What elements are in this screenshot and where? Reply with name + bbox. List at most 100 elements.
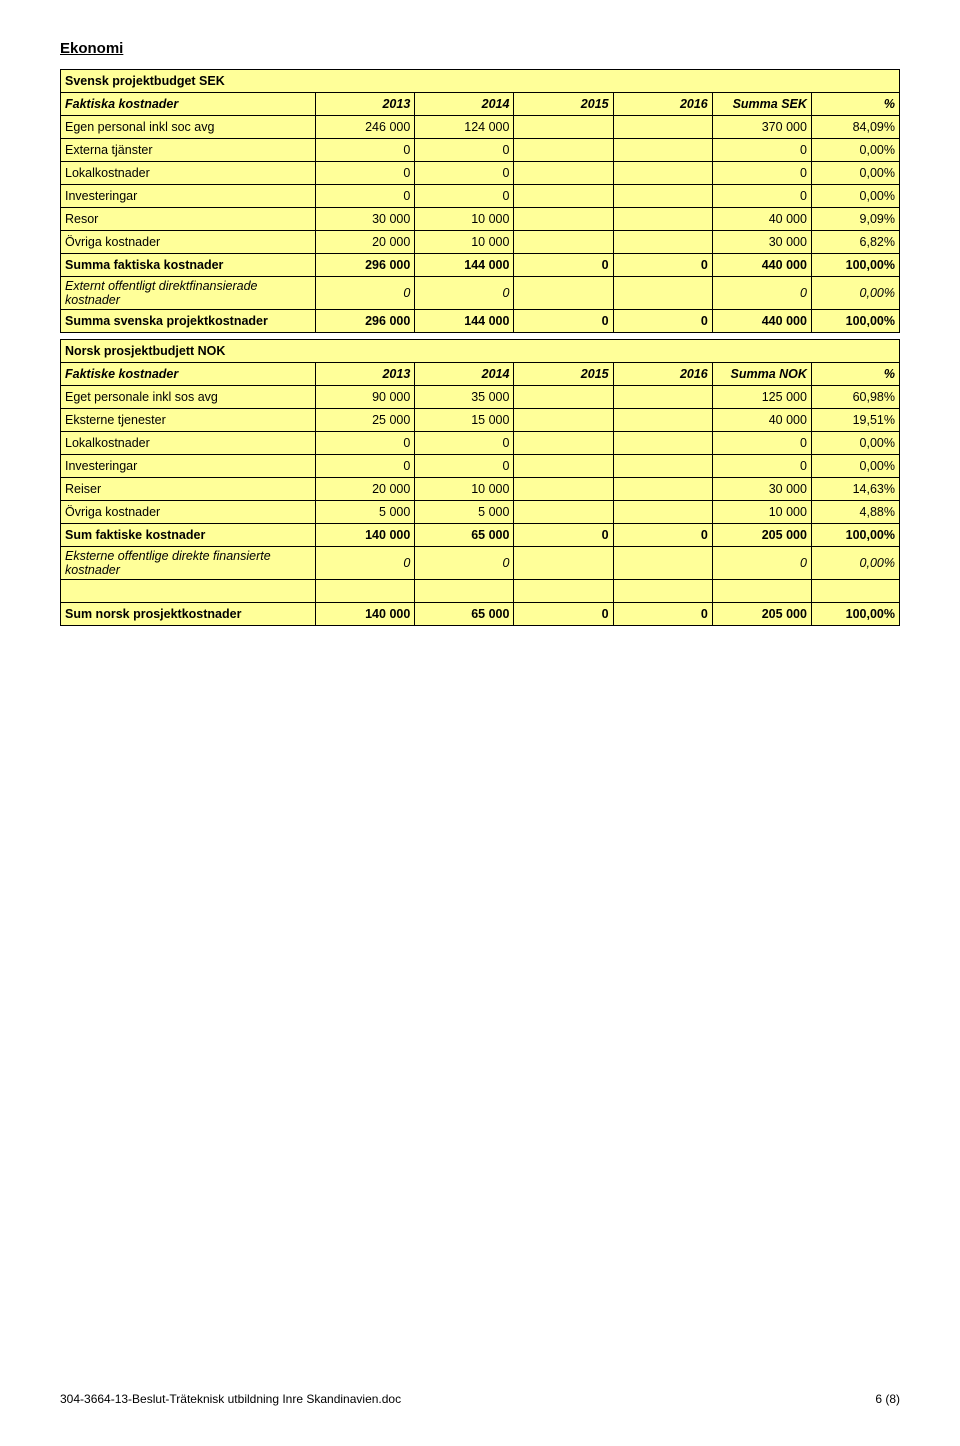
cell-sum: 440 000 bbox=[712, 254, 811, 277]
cell-c2016 bbox=[613, 478, 712, 501]
cell-label: Övriga kostnader bbox=[61, 231, 316, 254]
cell-c2014: 0 bbox=[415, 162, 514, 185]
cell-c2016 bbox=[613, 501, 712, 524]
table-row: Eksterne offentlige direkte finansierte … bbox=[61, 547, 900, 580]
cell-c2016: 0 bbox=[613, 254, 712, 277]
cell-sum: 440 000 bbox=[712, 310, 811, 333]
cell-c2013: 20 000 bbox=[316, 478, 415, 501]
cell-c2015: 0 bbox=[514, 603, 613, 626]
cell-c2015 bbox=[514, 547, 613, 580]
col-label: Faktiske kostnader bbox=[61, 363, 316, 386]
cell-label: Lokalkostnader bbox=[61, 162, 316, 185]
cell-c2014: 144 000 bbox=[415, 310, 514, 333]
col-2013: 2013 bbox=[316, 363, 415, 386]
cell-label: Resor bbox=[61, 208, 316, 231]
col-sum: Summa NOK bbox=[712, 363, 811, 386]
col-pct: % bbox=[811, 93, 899, 116]
col-label: Faktiska kostnader bbox=[61, 93, 316, 116]
cell-c2014: 0 bbox=[415, 185, 514, 208]
cell-pct: 84,09% bbox=[811, 116, 899, 139]
cell-c2013: 20 000 bbox=[316, 231, 415, 254]
table-row: Sum norsk prosjektkostnader140 00065 000… bbox=[61, 603, 900, 626]
cell-c2016 bbox=[613, 409, 712, 432]
cell-label: Reiser bbox=[61, 478, 316, 501]
cell-c2015 bbox=[514, 455, 613, 478]
table2-header: Norsk prosjektbudjett NOK bbox=[61, 340, 900, 363]
cell-c2013: 0 bbox=[316, 455, 415, 478]
table-row: Summa faktiska kostnader296 000144 00000… bbox=[61, 254, 900, 277]
cell-label: Eksterne offentlige direkte finansierte … bbox=[61, 547, 316, 580]
cell-c2015: 0 bbox=[514, 254, 613, 277]
cell-label: Eget personale inkl sos avg bbox=[61, 386, 316, 409]
cell-c2013: 25 000 bbox=[316, 409, 415, 432]
col-2015: 2015 bbox=[514, 93, 613, 116]
cell-pct: 19,51% bbox=[811, 409, 899, 432]
col-sum: Summa SEK bbox=[712, 93, 811, 116]
cell-pct: 0,00% bbox=[811, 432, 899, 455]
col-pct: % bbox=[811, 363, 899, 386]
cell-label: Investeringar bbox=[61, 185, 316, 208]
page-footer: 304-3664-13-Beslut-Träteknisk utbildning… bbox=[60, 1392, 900, 1406]
cell-c2016 bbox=[613, 547, 712, 580]
cell-c2015 bbox=[514, 501, 613, 524]
cell-sum: 0 bbox=[712, 547, 811, 580]
cell-pct: 100,00% bbox=[811, 524, 899, 547]
cell-sum: 0 bbox=[712, 185, 811, 208]
cell-label: Övriga kostnader bbox=[61, 501, 316, 524]
table-row: Lokalkostnader0000,00% bbox=[61, 162, 900, 185]
cell-c2016 bbox=[613, 139, 712, 162]
cell-c2015 bbox=[514, 208, 613, 231]
cell-pct: 4,88% bbox=[811, 501, 899, 524]
cell-sum: 125 000 bbox=[712, 386, 811, 409]
col-2016: 2016 bbox=[613, 93, 712, 116]
cell-c2013: 0 bbox=[316, 432, 415, 455]
cell-c2014: 0 bbox=[415, 139, 514, 162]
cell-sum: 0 bbox=[712, 139, 811, 162]
cell-c2013: 30 000 bbox=[316, 208, 415, 231]
cell-c2016 bbox=[613, 162, 712, 185]
cell-label: Sum faktiske kostnader bbox=[61, 524, 316, 547]
cell-c2015 bbox=[514, 432, 613, 455]
cell-label: Lokalkostnader bbox=[61, 432, 316, 455]
col-2014: 2014 bbox=[415, 363, 514, 386]
cell-c2016 bbox=[613, 208, 712, 231]
cell-c2015 bbox=[514, 277, 613, 310]
cell-label: Summa svenska projektkostnader bbox=[61, 310, 316, 333]
table-row: Övriga kostnader5 0005 00010 0004,88% bbox=[61, 501, 900, 524]
cell-c2013: 0 bbox=[316, 277, 415, 310]
table-row: Eget personale inkl sos avg90 00035 0001… bbox=[61, 386, 900, 409]
cell-c2014: 65 000 bbox=[415, 603, 514, 626]
table-row: Resor30 00010 00040 0009,09% bbox=[61, 208, 900, 231]
col-2015: 2015 bbox=[514, 363, 613, 386]
cell-c2015 bbox=[514, 162, 613, 185]
table-row: Eksterne tjenester25 00015 00040 00019,5… bbox=[61, 409, 900, 432]
cell-c2016 bbox=[613, 185, 712, 208]
cell-pct: 60,98% bbox=[811, 386, 899, 409]
cell-c2013: 246 000 bbox=[316, 116, 415, 139]
cell-c2015: 0 bbox=[514, 524, 613, 547]
table-row: Lokalkostnader0000,00% bbox=[61, 432, 900, 455]
cell-c2016 bbox=[613, 455, 712, 478]
cell-c2014: 65 000 bbox=[415, 524, 514, 547]
cell-c2013: 5 000 bbox=[316, 501, 415, 524]
cell-c2014: 0 bbox=[415, 432, 514, 455]
spacer-cell bbox=[61, 580, 316, 603]
cell-label: Investeringar bbox=[61, 455, 316, 478]
cell-c2014: 0 bbox=[415, 547, 514, 580]
cell-label: Eksterne tjenester bbox=[61, 409, 316, 432]
cell-sum: 0 bbox=[712, 455, 811, 478]
cell-c2013: 0 bbox=[316, 139, 415, 162]
col-2014: 2014 bbox=[415, 93, 514, 116]
cell-c2014: 5 000 bbox=[415, 501, 514, 524]
table-norsk: Norsk prosjektbudjett NOK Faktiske kostn… bbox=[60, 339, 900, 626]
cell-c2014: 10 000 bbox=[415, 478, 514, 501]
cell-c2016: 0 bbox=[613, 603, 712, 626]
cell-c2015 bbox=[514, 139, 613, 162]
cell-c2015 bbox=[514, 116, 613, 139]
cell-sum: 0 bbox=[712, 432, 811, 455]
cell-c2014: 35 000 bbox=[415, 386, 514, 409]
cell-c2014: 0 bbox=[415, 277, 514, 310]
cell-c2016: 0 bbox=[613, 524, 712, 547]
cell-c2015: 0 bbox=[514, 310, 613, 333]
cell-c2013: 296 000 bbox=[316, 254, 415, 277]
